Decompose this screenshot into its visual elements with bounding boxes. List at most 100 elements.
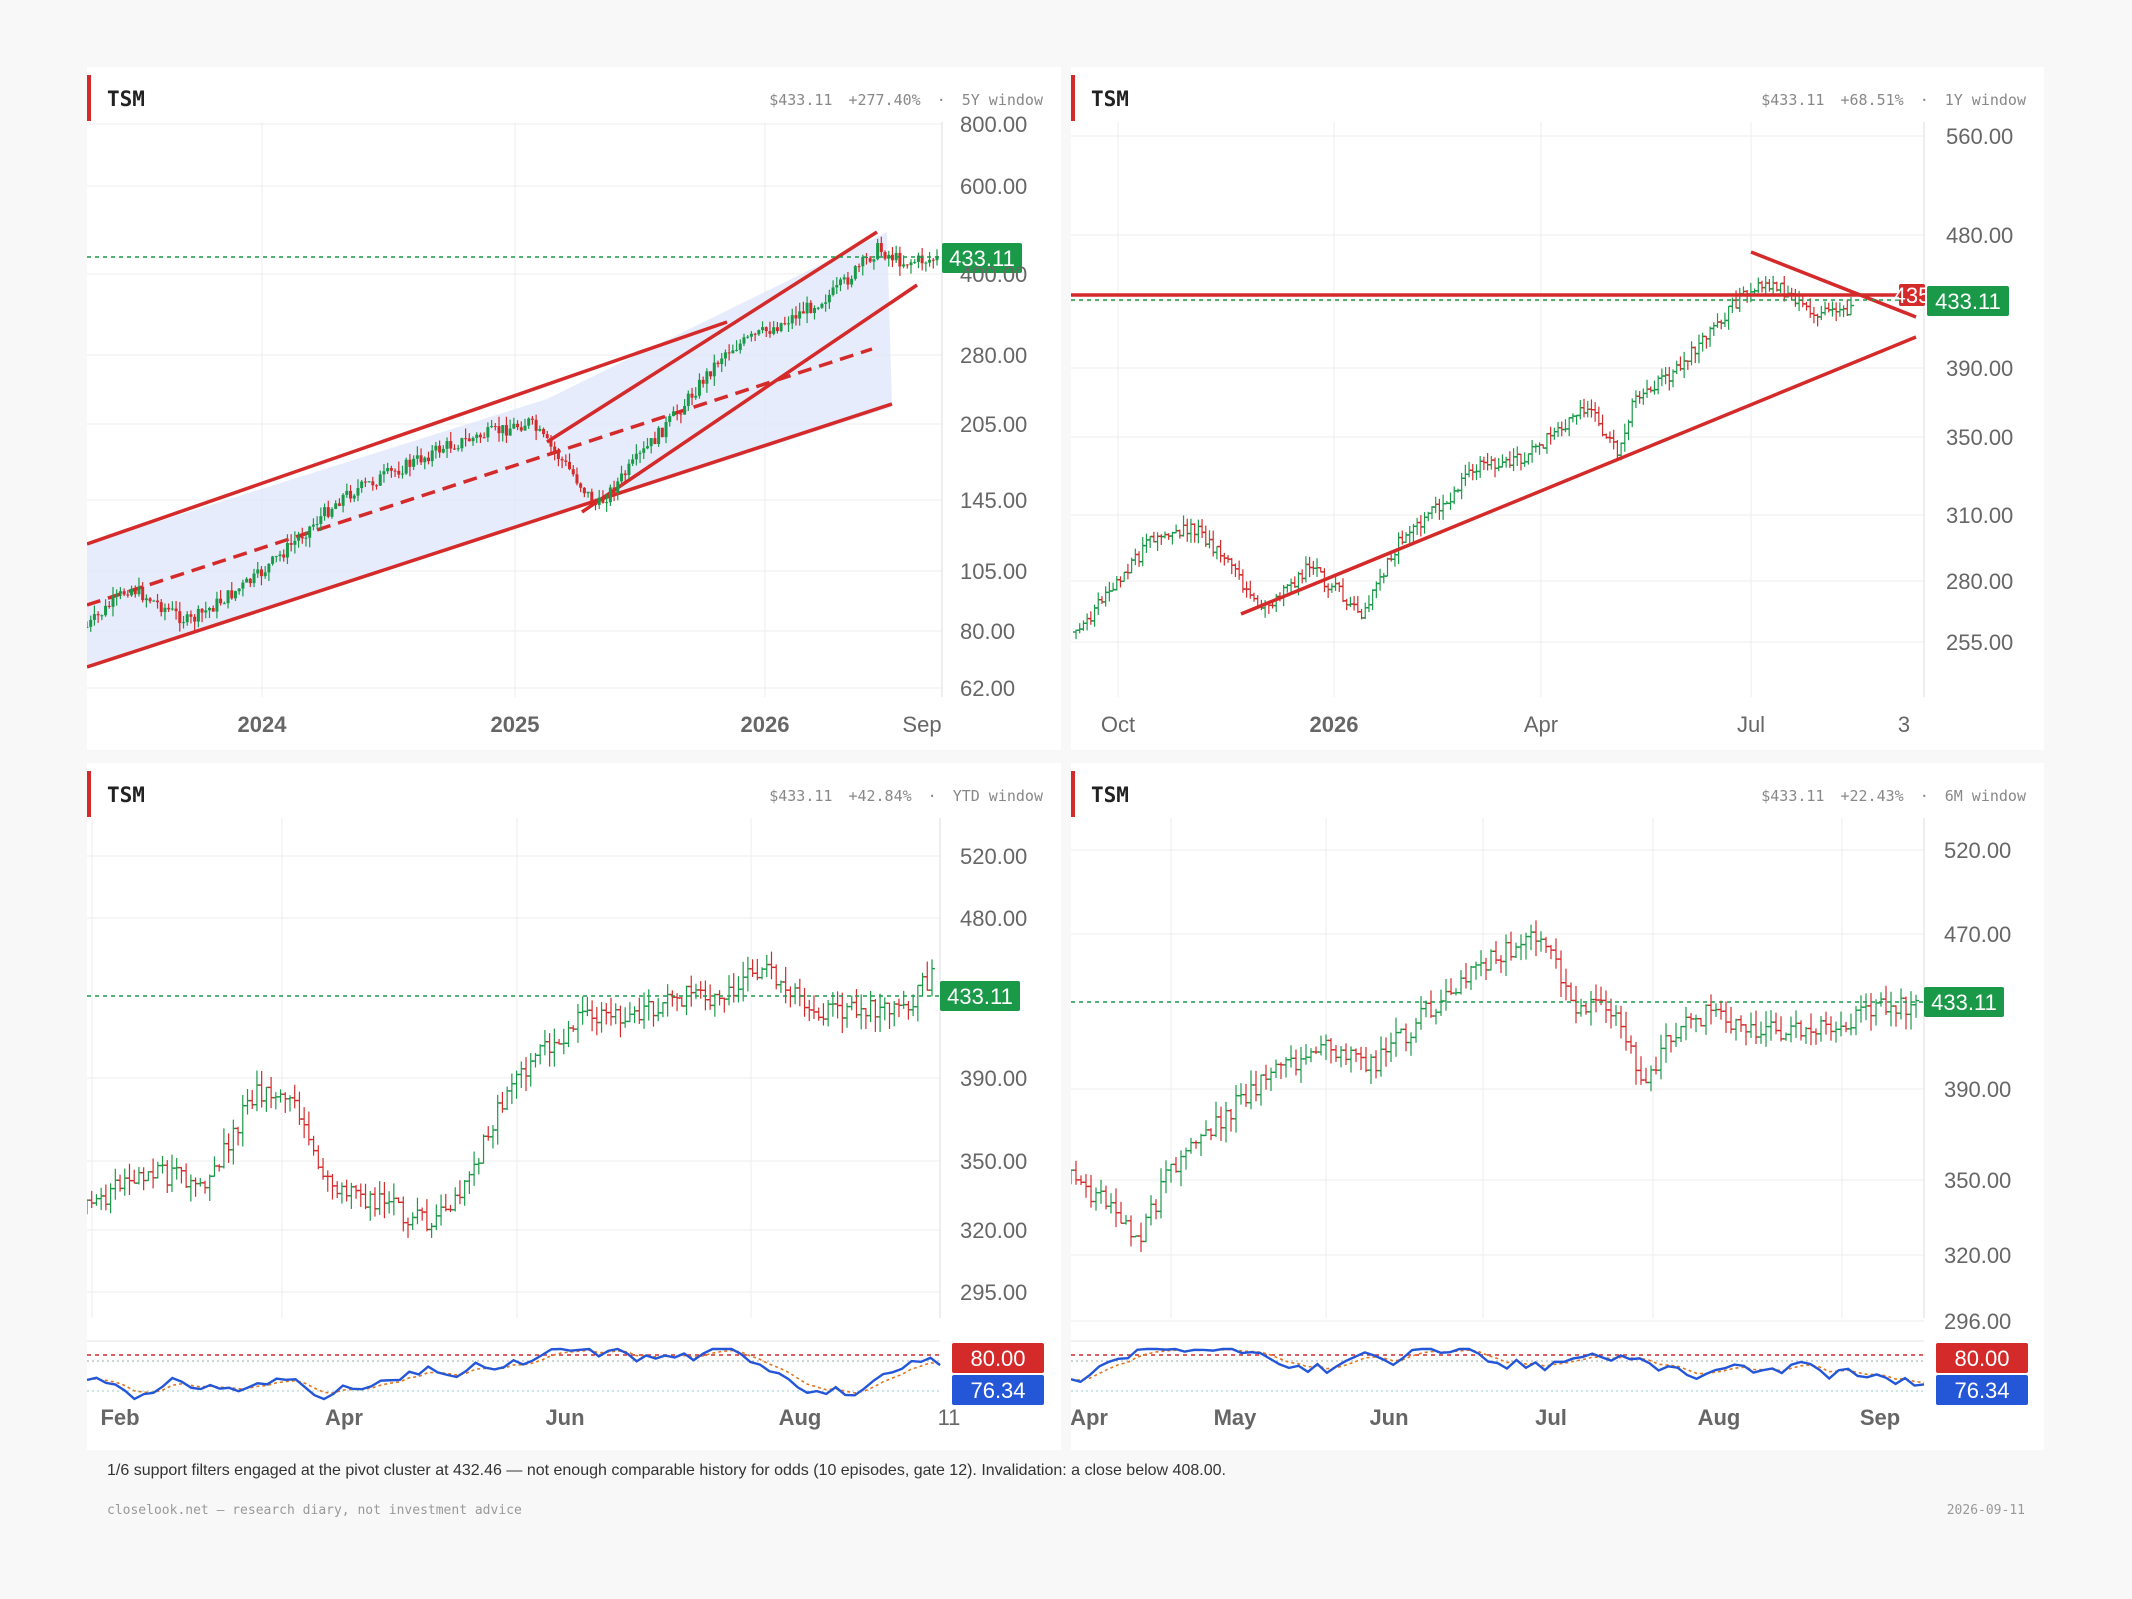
y-tick-label: 390.00	[1944, 1077, 2011, 1102]
candle-body	[530, 418, 534, 420]
price-chart-svg[interactable]: 433.11 800.00 600.00 400.00 280.00 205.00 145.…	[87, 67, 1061, 750]
candle-body	[245, 578, 249, 583]
candle-body	[605, 502, 609, 504]
x-tick-label: Aug	[779, 1405, 822, 1430]
candle-body	[471, 437, 475, 442]
panel-meta: $433.11 +42.84% · YTD window	[753, 787, 1043, 805]
y-tick-label: 520.00	[1944, 838, 2011, 863]
candle-body	[219, 598, 223, 604]
candle-body	[686, 393, 690, 406]
candle-body	[723, 352, 727, 359]
candle-body	[575, 474, 579, 484]
candle-body	[356, 488, 360, 496]
price-chart-svg[interactable]: 433.11 520.00 480.00 390.00 350.00 320.00 295.…	[87, 763, 1061, 1450]
y-tick-label: 255.00	[1946, 630, 2013, 655]
footer-date: 2026-09-11	[1946, 1503, 2025, 1518]
candle-body	[816, 307, 820, 309]
candle-body	[193, 616, 197, 622]
candle-body	[761, 327, 765, 331]
window-label: YTD window	[952, 787, 1043, 805]
change: +42.84%	[848, 787, 912, 805]
candle-body	[367, 481, 371, 483]
x-tick-label: 3	[1898, 712, 1910, 737]
candle-body	[100, 615, 104, 617]
y-tick-label: 350.00	[1944, 1168, 2011, 1193]
panel-meta: $433.11 +22.43% · 6M window	[1745, 787, 2026, 805]
candle-body	[590, 491, 594, 504]
last-price-badge: 433.11	[947, 984, 1013, 1009]
x-tick-label: May	[1214, 1405, 1258, 1430]
candle-body	[527, 418, 531, 426]
change: +22.43%	[1840, 787, 1904, 805]
candle-body	[653, 438, 657, 445]
candle-body	[757, 330, 761, 335]
change: +68.51%	[1840, 91, 1904, 109]
candle-body	[879, 243, 883, 253]
candle-body	[259, 569, 263, 577]
analysis-note: 1/6 support filters engaged at the pivot…	[107, 1462, 1226, 1479]
candle-body	[690, 393, 694, 398]
candle-body	[813, 308, 817, 314]
candle-body	[464, 438, 468, 440]
y-tick-label: 390.00	[1946, 356, 2013, 381]
candle-body	[924, 262, 928, 264]
x-tick-label: 2026	[741, 712, 790, 737]
candle-body	[226, 590, 230, 604]
candle-body	[738, 343, 742, 350]
oscillator-upper-badge-bg	[1936, 1343, 2028, 1373]
candle-body	[107, 605, 111, 607]
trend-line	[1240, 335, 1917, 616]
candle-body	[126, 594, 130, 596]
candle-body	[671, 411, 675, 417]
candle-body	[397, 470, 401, 475]
separator: ·	[927, 787, 937, 805]
candle-body	[144, 598, 148, 601]
candle-body	[504, 425, 508, 436]
candle-body	[838, 279, 842, 286]
candle-body	[697, 379, 701, 396]
alert-badge-bg	[1899, 284, 1925, 306]
candle-body	[441, 448, 445, 453]
candle-body	[89, 619, 93, 627]
candle-body	[490, 426, 494, 428]
candle-body	[516, 423, 520, 428]
candle-body	[297, 536, 301, 541]
candle-body	[657, 427, 661, 445]
x-tick-label: Jun	[1369, 1405, 1408, 1430]
candle-body	[645, 446, 649, 449]
last-price-badge: 433.11	[949, 246, 1015, 271]
candle-body	[586, 491, 590, 494]
candle-body	[831, 287, 835, 295]
candle-body	[753, 333, 757, 335]
candle-body	[564, 460, 568, 462]
candle-body	[764, 327, 768, 332]
candle-body	[196, 608, 200, 622]
candle-body	[523, 425, 527, 431]
candle-body	[104, 605, 108, 616]
candle-body	[579, 483, 583, 488]
candle-body	[386, 468, 390, 472]
candle-body	[746, 336, 750, 338]
candle-body	[289, 543, 293, 545]
candle-body	[898, 252, 902, 267]
price-chart-svg[interactable]: 435 433.11 560.00 480.00 390.00 350.00 310.00 2…	[1071, 67, 2044, 750]
x-tick-label: Feb	[100, 1405, 139, 1430]
candle-body	[798, 311, 802, 319]
candle-body	[233, 591, 237, 599]
candle-body	[709, 371, 713, 377]
candle-body	[478, 434, 482, 438]
candle-body	[163, 607, 167, 613]
change: +277.40%	[848, 91, 921, 109]
candle-body	[542, 429, 546, 435]
candle-body	[300, 536, 304, 539]
candle-body	[512, 423, 516, 429]
last-price-badge-bg	[942, 243, 1022, 273]
candle-body	[445, 441, 449, 449]
candle-body	[434, 445, 438, 451]
price-chart-svg[interactable]: 433.11 520.00 470.00 390.00 350.00 320.00 296.…	[1071, 763, 2044, 1450]
candle-body	[252, 573, 256, 584]
x-tick-label: 2024	[238, 712, 288, 737]
accent-bar	[1071, 75, 1075, 121]
candle-body	[787, 323, 791, 325]
y-tick-label: 390.00	[960, 1066, 1027, 1091]
